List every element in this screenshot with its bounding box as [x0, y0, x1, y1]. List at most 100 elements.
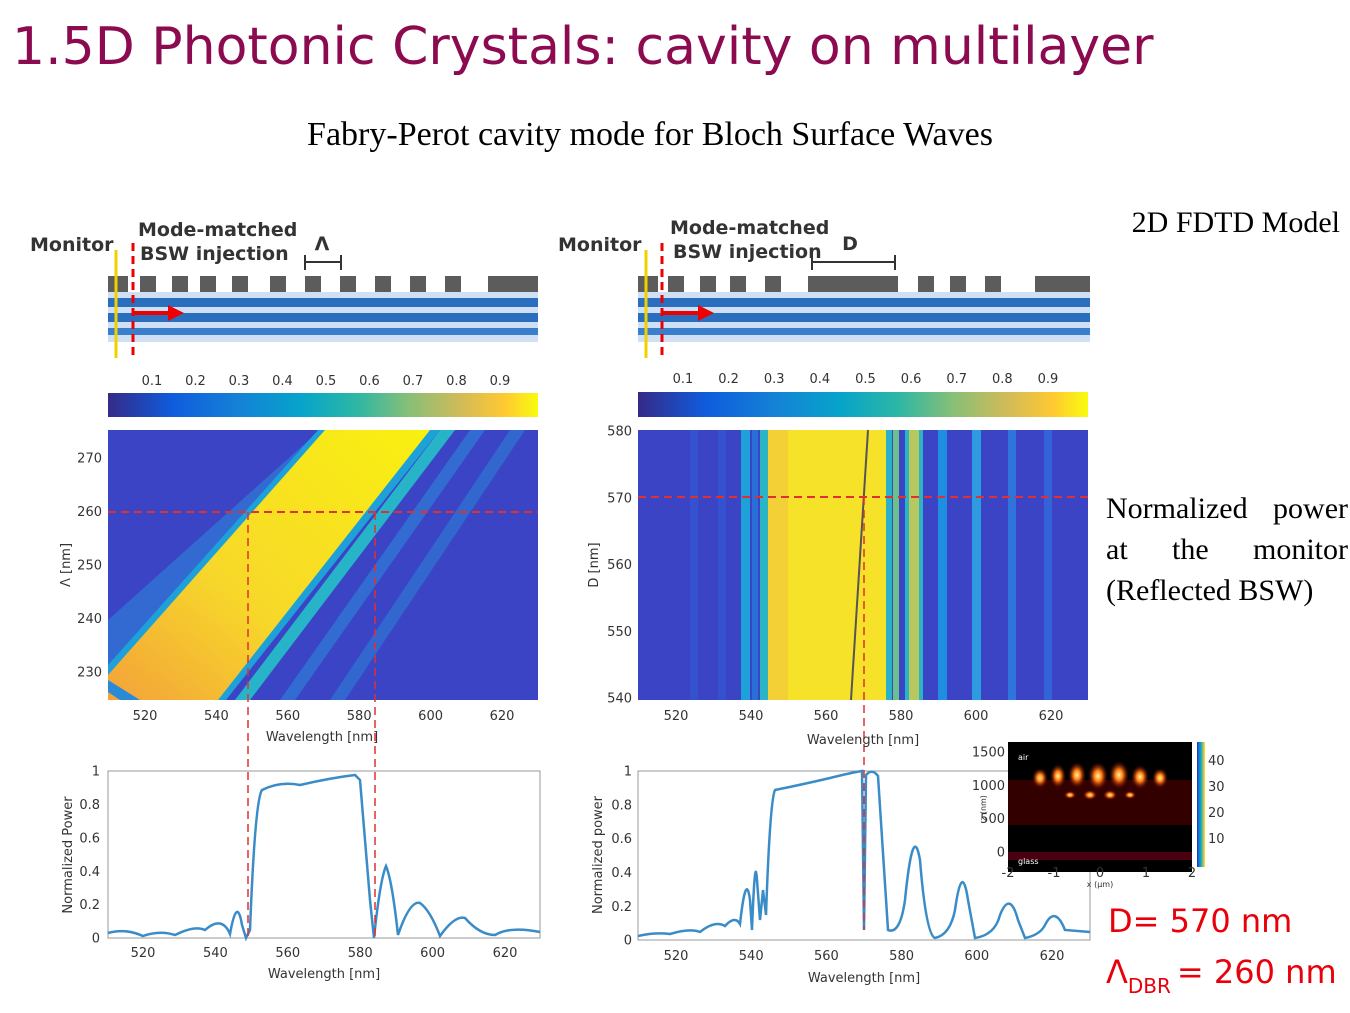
inset-y-tick: 0: [997, 845, 1005, 860]
lambda-rest: = 260 nm: [1177, 953, 1337, 991]
x-tick-label: 560: [814, 709, 839, 724]
y-tick-label: 1: [624, 765, 632, 780]
y-tick-label: 230: [77, 666, 102, 681]
y-tick-label: 0.6: [79, 831, 100, 846]
monitor-label: Monitor: [558, 234, 642, 256]
inset-colorbar-tick: 40: [1208, 754, 1225, 769]
inset-colorbar-tick: 10: [1208, 832, 1225, 847]
injection-label: BSW injection: [673, 241, 822, 263]
y-tick-label: 0.4: [79, 865, 100, 880]
heatmap: [638, 429, 1088, 701]
inset-xlabel: x (μm): [1087, 880, 1113, 889]
colorbar-tick-label: 0.2: [185, 374, 206, 389]
y-tick-label: 250: [77, 559, 102, 574]
y-tick-label: 0.4: [611, 866, 632, 881]
x-tick-label: 540: [204, 709, 229, 724]
injection-label: Mode-matched: [670, 217, 829, 239]
x-tick-label: 580: [889, 709, 914, 724]
y-tick-label: 580: [607, 425, 632, 440]
inset-y-tick: 500: [980, 812, 1005, 827]
x-tick-label: 520: [133, 709, 158, 724]
inset-x-tick: 0: [1096, 866, 1104, 881]
model-label: 2D FDTD Model: [1132, 206, 1340, 239]
inset-label: glass: [1018, 857, 1039, 866]
colorbar-tick-label: 0.3: [764, 372, 785, 387]
inset-x-tick: -2: [1002, 866, 1015, 881]
x-tick-label: 600: [420, 946, 445, 961]
lambda-value: ΛDBR = 260 nm: [1106, 953, 1337, 998]
caption: Normalized power at the monitor (Reflect…: [1106, 492, 1348, 607]
colorbar-tick-label: 0.8: [992, 372, 1013, 387]
y-tick-label: 0.8: [611, 798, 632, 813]
colorbar-tick-label: 0.1: [673, 372, 694, 387]
x-tick-label: 620: [490, 709, 515, 724]
schematic: Monitor Mode-matched BSW injection D: [558, 217, 1090, 360]
x-tick-label: 600: [418, 709, 443, 724]
d-value: D= 570 nm: [1108, 902, 1292, 940]
x-tick-label: 520: [664, 709, 689, 724]
y-tick-label: 570: [607, 491, 632, 506]
x-tick-label: 600: [964, 709, 989, 724]
dimension-label: D: [842, 233, 858, 255]
monitor-label: Monitor: [30, 234, 114, 256]
y-tick-label: 0: [92, 932, 100, 947]
x-tick-label: 580: [347, 709, 372, 724]
colorbar: [108, 393, 538, 417]
x-tick-label: 620: [1039, 709, 1064, 724]
inset-x-tick: 2: [1188, 866, 1196, 881]
line-plot: [107, 512, 541, 942]
colorbar-tick-label: 0.5: [316, 374, 337, 389]
colorbar-tick-label: 0.4: [810, 372, 831, 387]
colorbar-tick-label: 0.6: [359, 374, 380, 389]
x-axis-label: Wavelength [nm]: [268, 967, 380, 982]
dimension-label: Λ: [315, 233, 330, 255]
heatmap: [108, 430, 538, 700]
subtitle: Fabry-Perot cavity mode for Bloch Surfac…: [307, 116, 993, 153]
slide-title: 1.5D Photonic Crystals: cavity on multil…: [12, 17, 1154, 77]
injection-label: Mode-matched: [138, 219, 297, 241]
inset-ylabel: z (nm): [979, 795, 988, 821]
x-tick-label: 560: [814, 949, 839, 964]
inset-y-tick: 1000: [972, 779, 1005, 794]
y-axis-label: Λ [nm]: [59, 543, 74, 587]
colorbar-tick-label: 0.2: [718, 372, 739, 387]
colorbar-tick-label: 0.3: [229, 374, 250, 389]
x-axis-label: Wavelength [nm]: [266, 730, 378, 745]
x-tick-label: 540: [739, 709, 764, 724]
x-axis-label: Wavelength [nm]: [808, 971, 920, 986]
colorbar-tick-label: 0.1: [142, 374, 163, 389]
colorbar-tick-label: 0.5: [855, 372, 876, 387]
x-tick-label: 520: [131, 946, 156, 961]
inset-colorbar-tick: 20: [1208, 806, 1225, 821]
x-tick-label: 540: [203, 946, 228, 961]
x-tick-label: 520: [664, 949, 689, 964]
x-tick-label: 540: [739, 949, 764, 964]
x-tick-label: 580: [348, 946, 373, 961]
y-tick-label: 560: [607, 558, 632, 573]
x-tick-label: 620: [493, 946, 518, 961]
y-axis-label: Normalized Power: [61, 796, 76, 914]
x-axis-label: Wavelength [nm]: [807, 733, 919, 748]
y-tick-label: 270: [77, 452, 102, 467]
y-axis-label: D [nm]: [587, 542, 602, 587]
inset-x-tick: -1: [1048, 866, 1061, 881]
y-tick-label: 0.2: [611, 900, 632, 915]
colorbar-tick-label: 0.4: [272, 374, 293, 389]
colorbar-tick-label: 0.8: [446, 374, 467, 389]
inset-colorbar-tick: 30: [1208, 780, 1225, 795]
x-tick-label: 560: [275, 946, 300, 961]
lambda-sub: DBR: [1128, 974, 1171, 998]
x-tick-label: 600: [964, 949, 989, 964]
colorbar-tick-label: 0.9: [490, 374, 511, 389]
y-tick-label: 240: [77, 612, 102, 627]
y-tick-label: 0.8: [79, 798, 100, 813]
colorbar-tick-label: 0.9: [1038, 372, 1059, 387]
schematic: Monitor Mode-matched BSW injection Λ: [30, 219, 538, 360]
x-tick-label: 620: [1040, 949, 1065, 964]
axis-labels: Wavelength [nm] Λ [nm] Wavelength [nm] N…: [59, 542, 920, 986]
y-tick-label: 0.6: [611, 832, 632, 847]
colorbar-tick-label: 0.7: [403, 374, 424, 389]
y-axis-label: Normalized power: [591, 795, 606, 914]
